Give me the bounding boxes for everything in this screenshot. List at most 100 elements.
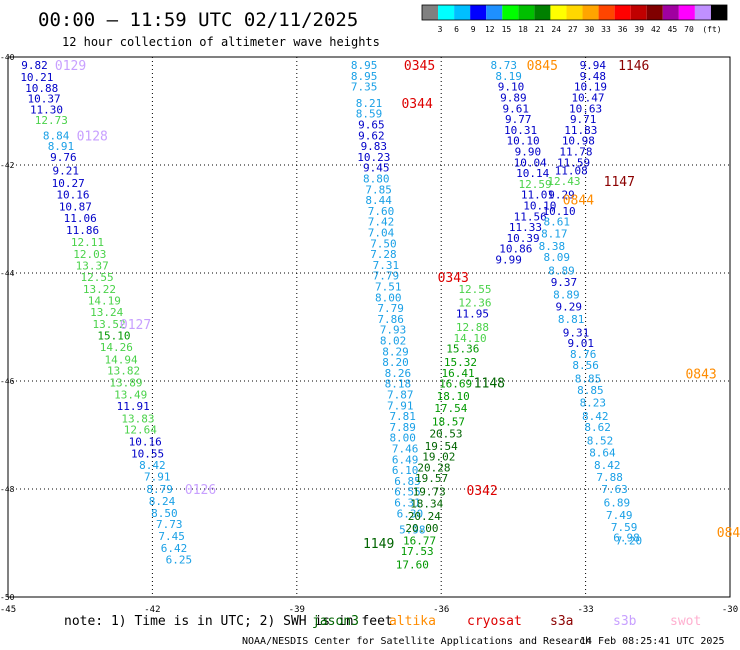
y-tick-label: -46 [0,377,15,386]
swh-value: 7.60 [368,205,395,218]
swh-value: 8.62 [584,421,611,434]
swh-value: 10.04 [514,156,547,169]
swh-value: 15.36 [446,343,479,356]
colorbar-swatch [630,5,647,20]
swh-value: 10.19 [574,81,607,94]
swh-value: 8.18 [385,378,412,391]
swh-value: 8.44 [365,194,392,207]
swh-value: 20.53 [429,427,462,440]
swh-value: 7.20 [616,534,643,547]
swh-value: 8.81 [558,313,585,326]
swh-value: 7.51 [375,281,402,294]
swh-value: 6.42 [161,542,188,555]
colorbar-swatch [566,5,583,20]
swh-value: 12.64 [124,424,157,437]
swh-value: 10.37 [28,93,61,106]
swh-value: 10.21 [20,71,53,84]
swh-value: 19.02 [422,451,455,464]
swh-value: 17.54 [434,402,467,415]
swh-value: 12.43 [547,175,580,188]
colorbar-swatch [502,5,519,20]
chart-title: 00:00 – 11:59 UTC 02/11/2025 [38,9,358,31]
pass-time-label: 1147 [604,175,635,190]
swh-value: 6.10 [392,464,419,477]
swh-value: 8.73 [491,59,518,72]
swh-value: 12.73 [35,114,68,127]
pass-time-label: 1148 [474,377,505,392]
pass-time-label: 1146 [618,59,649,74]
colorbar-label: 45 [668,25,678,34]
colorbar-swatch [614,5,631,20]
legend-entry-s3b: s3b [613,614,637,629]
colorbar-swatch [550,5,567,20]
swh-value: 7.86 [377,313,404,326]
colorbar-label: 33 [601,25,611,34]
y-tick-label: -48 [0,485,15,494]
swh-value: 6.85 [394,475,421,488]
pass-time-label: 0128 [77,129,108,144]
colorbar-swatch [422,5,439,20]
swh-value: 10.86 [499,243,532,256]
colorbar-swatch [534,5,551,20]
note-text: note: 1) Time is in UTC; 2) SWH is in fe… [64,614,393,629]
legend: jason3 altika cryosat s3a s3b swot [312,614,701,629]
colorbar-swatch [646,5,663,20]
swh-value: 7.50 [370,237,397,250]
swh-value: 9.21 [53,164,80,177]
swh-value: 10.16 [56,189,89,202]
swh-value: 6.89 [604,497,631,510]
swh-value: 9.71 [570,113,597,126]
swh-value: 10.63 [569,102,602,115]
colorbar-swatch [694,5,711,20]
y-tick-label: -42 [0,161,15,170]
swh-value: 6.31 [394,497,421,510]
swh-value: 8.09 [543,251,570,264]
swh-value: 8.00 [389,432,416,445]
swh-value: 11.01 [521,189,554,202]
swh-value: 15.32 [444,356,477,369]
swh-value: 7.63 [601,483,628,496]
swh-value: 10.14 [516,167,549,180]
swh-value: 7.87 [387,389,414,402]
swh-value: 9.62 [358,129,385,142]
swh-value: 10.16 [129,435,162,448]
swh-value: 7.81 [389,410,416,423]
swh-value: 8.17 [541,228,568,241]
swh-value: 18.10 [437,390,470,403]
colorbar-label: 12 [485,25,495,34]
y-tick-label: -50 [0,593,15,602]
swh-value: 14.26 [100,341,133,354]
colorbar-label: 18 [518,25,528,34]
swh-value: 13.83 [121,412,154,425]
swh-value: 9.10 [498,81,525,94]
swh-value: 13.37 [76,259,109,272]
swh-value: 8.89 [548,264,575,277]
colorbar-labels: 3 6 9 12 15 18 21 24 27 30 33 36 39 42 45 70 (ft) [438,25,722,34]
swh-value: 9.61 [503,102,530,115]
swh-value: 19.54 [425,440,458,453]
swh-value: 11.78 [559,146,592,159]
grid-lines [8,57,730,597]
swh-value: 13.89 [109,377,142,390]
swh-value: 8.21 [356,97,383,110]
swh-value: 8.95 [351,59,378,72]
colorbar-border [421,4,728,21]
swh-value: 7.45 [158,530,185,543]
swh-value: 9.01 [568,337,595,350]
pass-time-label: 0126 [185,483,216,498]
y-tick-label: -40 [0,53,15,62]
x-tick-label: -39 [289,605,305,615]
swh-value: 7.89 [389,421,416,434]
swh-value: 7.91 [144,471,171,484]
swh-value: 9.99 [495,254,522,267]
swh-value: 17.53 [401,545,434,558]
swh-value: 8.95 [351,70,378,83]
swh-value: 10.87 [59,201,92,214]
swh-value: 9.90 [515,146,542,159]
swh-value: 9.48 [580,70,607,83]
data-points: 9.8210.2110.8810.3711.3012.738.848.919.7… [20,59,643,571]
colorbar-label: 6 [454,25,459,34]
swh-value: 8.84 [43,129,70,142]
colorbar-label: 39 [634,25,644,34]
